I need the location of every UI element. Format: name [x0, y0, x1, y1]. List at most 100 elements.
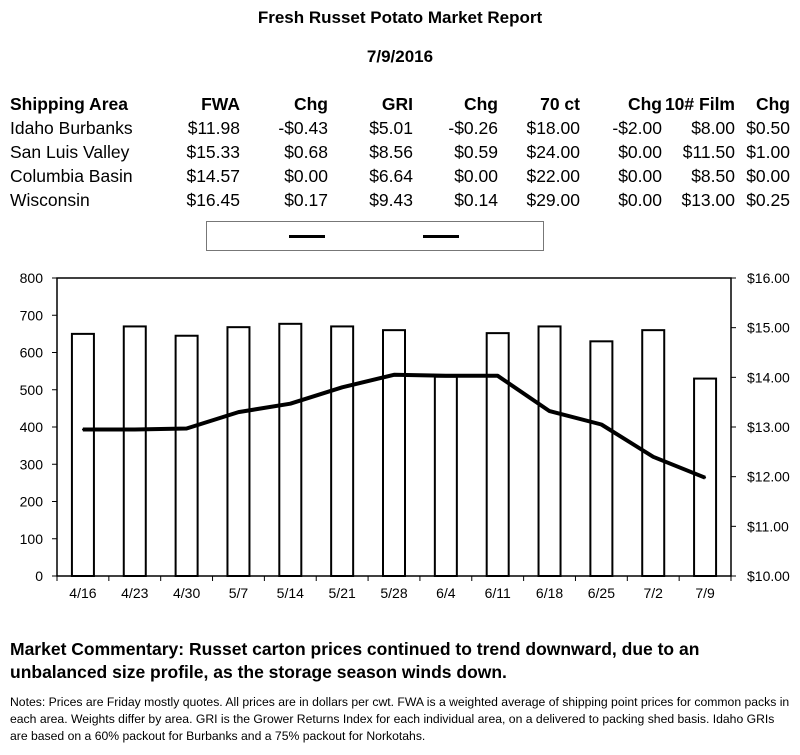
right-axis-tick-label: $12.00 — [747, 469, 790, 485]
legend-swatch-bar-series — [289, 235, 325, 238]
table-cell: $0.14 — [454, 190, 498, 210]
line-point — [185, 427, 188, 430]
line-point — [652, 455, 655, 458]
line-point — [496, 374, 499, 377]
table-row: Columbia Basin $14.57 $0.00 $6.64 $0.00 … — [10, 164, 790, 188]
table-cell: $0.00 — [618, 190, 662, 210]
line-point — [341, 386, 344, 389]
bar — [433, 375, 458, 578]
column-header-gri-chg: Chg — [463, 94, 498, 114]
table-cell: $6.64 — [369, 166, 413, 186]
x-axis-tick-label: 6/4 — [436, 585, 456, 601]
table-cell: $0.00 — [618, 166, 662, 186]
line-point — [548, 410, 551, 413]
table-cell: $0.25 — [746, 190, 790, 210]
table-cell: $18.00 — [526, 118, 580, 138]
table-cell: -$2.00 — [612, 118, 662, 138]
market-commentary: Market Commentary: Russet carton prices … — [10, 639, 700, 682]
x-axis-tick-label: 4/30 — [173, 585, 200, 601]
left-axis-tick-label: 700 — [20, 307, 44, 323]
chart-legend — [206, 221, 544, 251]
table-cell: $0.59 — [454, 142, 498, 162]
x-axis-tick-label: 7/2 — [643, 585, 663, 601]
column-header-10lb-film: 10# Film — [664, 94, 735, 114]
table-cell: Columbia Basin — [10, 166, 133, 186]
right-axis-tick-label: $15.00 — [747, 320, 790, 336]
table-cell: San Luis Valley — [10, 142, 130, 162]
line-point — [133, 428, 136, 431]
left-axis-tick-label: 800 — [20, 270, 44, 286]
table-row: Idaho Burbanks $11.98 -$0.43 $5.01 -$0.2… — [10, 116, 790, 140]
table-cell: $11.98 — [187, 118, 240, 138]
right-axis-tick-label: $16.00 — [747, 270, 790, 286]
table-cell: $29.00 — [526, 190, 580, 210]
table-cell: $0.00 — [746, 166, 790, 186]
table-cell: Wisconsin — [10, 190, 90, 210]
line-point — [393, 373, 395, 376]
bar — [537, 325, 562, 577]
bar — [226, 326, 251, 577]
bar — [122, 325, 147, 577]
column-header-fwa: FWA — [201, 94, 240, 114]
bar — [278, 322, 303, 577]
table-cell: $0.00 — [284, 166, 328, 186]
column-header-70ct-chg: Chg — [627, 94, 662, 114]
table-cell: $9.43 — [369, 190, 413, 210]
table-cell: Idaho Burbanks — [10, 118, 133, 138]
bar — [70, 332, 95, 577]
right-axis-tick-label: $14.00 — [747, 369, 790, 385]
table-row: Wisconsin $16.45 $0.17 $9.43 $0.14 $29.0… — [10, 188, 790, 212]
report-date: 7/9/2016 — [366, 47, 434, 66]
left-axis-tick-label: 300 — [20, 456, 44, 472]
price-chart: 0 100 200 300 400 500 600 700 800 $10.00 $11.00 $12… — [20, 270, 790, 601]
table-cell: -$0.26 — [448, 118, 498, 138]
bar — [382, 329, 406, 578]
x-axis-tick-label: 5/7 — [229, 585, 249, 601]
table-row: San Luis Valley $15.33 $0.68 $8.56 $0.59… — [10, 140, 790, 164]
column-header-10lb-film-chg: Chg — [755, 94, 790, 114]
right-axis-tick-label: $11.00 — [747, 518, 789, 534]
column-header-gri: GRI — [381, 94, 413, 114]
table-cell: $24.00 — [526, 142, 580, 162]
column-header-70ct: 70 ct — [540, 94, 580, 114]
table-cell: $14.57 — [186, 166, 240, 186]
table-cell: $8.56 — [369, 142, 413, 162]
line-point — [600, 423, 603, 426]
price-table: Shipping Area FWA Chg GRI Chg 70 ct Chg … — [10, 92, 790, 212]
x-axis-tick-label: 7/9 — [695, 585, 715, 601]
x-axis-tick-label: 6/25 — [588, 585, 615, 601]
x-axis-tick-label: 6/11 — [485, 585, 511, 601]
report-notes: Notes: Prices are Friday mostly quotes. … — [10, 695, 790, 743]
table-cell: $5.01 — [369, 118, 413, 138]
table-cell: $0.00 — [454, 166, 498, 186]
legend-label-bar-series — [329, 231, 330, 235]
x-axis-tick-label: 4/23 — [121, 585, 148, 601]
table-cell: $0.50 — [746, 118, 790, 138]
bar — [641, 329, 666, 578]
left-axis-tick-label: 0 — [35, 568, 43, 584]
legend-label-line-series — [463, 231, 464, 235]
table-cell: $15.33 — [186, 142, 240, 162]
table-cell: $0.17 — [284, 190, 328, 210]
left-axis-tick-label: 200 — [20, 494, 44, 510]
x-axis-tick-label: 4/16 — [69, 585, 96, 601]
table-header-row: Shipping Area FWA Chg GRI Chg 70 ct Chg … — [10, 92, 790, 116]
table-cell: -$0.43 — [278, 118, 328, 138]
table-cell: $11.50 — [682, 142, 735, 162]
right-axis-tick-label: $10.00 — [747, 568, 790, 584]
left-axis-tick-label: 100 — [20, 531, 44, 547]
column-header-fwa-chg: Chg — [293, 94, 328, 114]
table-cell: $0.00 — [618, 142, 662, 162]
column-header-shipping-area: Shipping Area — [10, 94, 128, 114]
report-title: Fresh Russet Potato Market Report — [257, 8, 543, 27]
x-axis-tick-label: 6/18 — [536, 585, 563, 601]
line-point — [81, 428, 84, 431]
table-cell: $13.00 — [681, 190, 735, 210]
bar — [485, 332, 510, 577]
bar — [330, 325, 355, 577]
left-axis-tick-label: 500 — [20, 382, 44, 398]
bar — [174, 334, 199, 577]
x-axis-tick-label: 5/21 — [329, 585, 356, 601]
line-point — [444, 374, 447, 377]
legend-swatch-line-series — [423, 235, 459, 238]
